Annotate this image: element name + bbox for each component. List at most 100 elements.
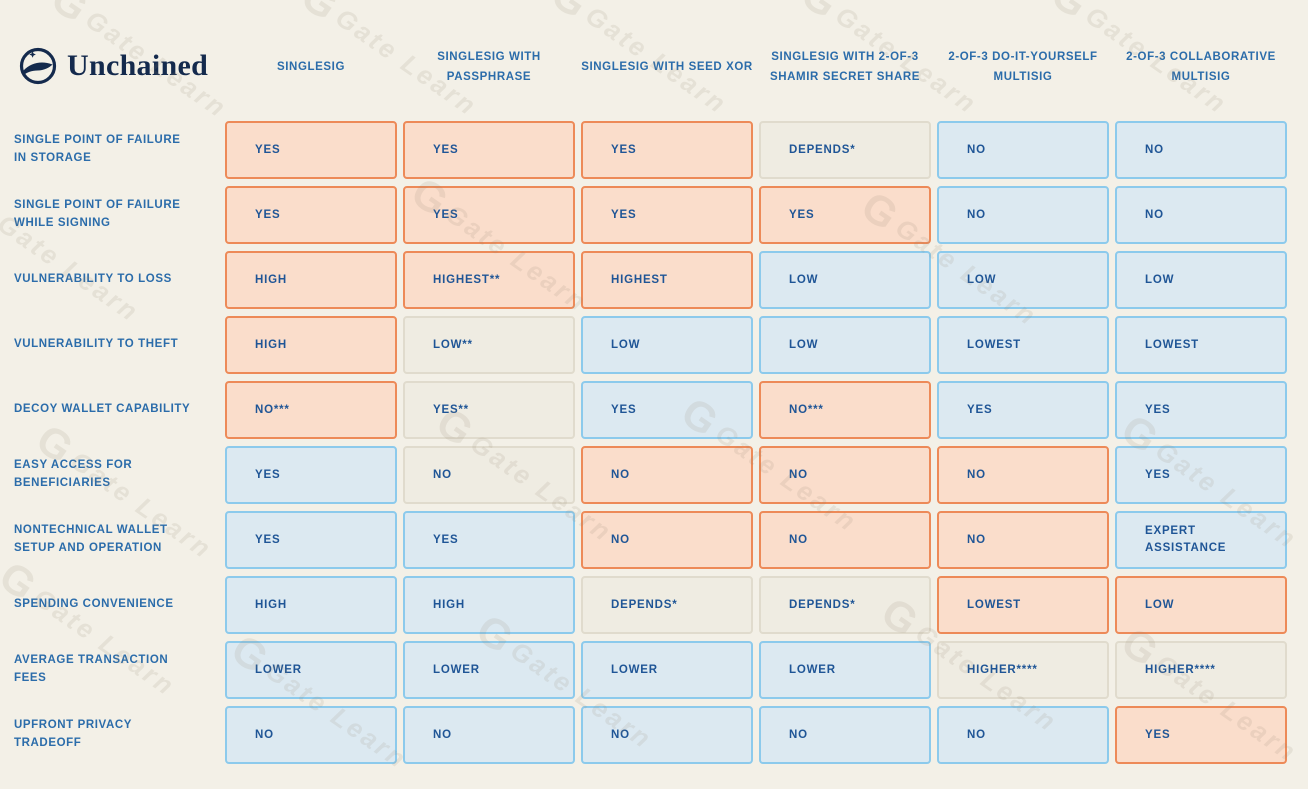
- column-header: SINGLESIG WITH 2-OF-3 SHAMIR SECRET SHAR…: [759, 26, 931, 114]
- cell-value: HIGHEST: [611, 273, 668, 286]
- table-cell: NO: [403, 706, 575, 764]
- cell-value: NO: [1145, 208, 1164, 221]
- table-cell: LOW: [937, 251, 1109, 309]
- cell-value: HIGHEST**: [433, 273, 501, 286]
- cell-value: LOWER: [789, 663, 836, 676]
- table-cell: NO***: [759, 381, 931, 439]
- table-cell: YES: [403, 121, 575, 179]
- table-cell: YES: [403, 511, 575, 569]
- table-cell: NO: [1115, 121, 1287, 179]
- table-cell: HIGH: [225, 576, 397, 634]
- watermark-glyph: G: [1042, 0, 1097, 28]
- cell-value: NO: [967, 208, 986, 221]
- row-label: DECOY WALLET CAPABILITY: [14, 381, 219, 439]
- table-cell: LOW: [759, 251, 931, 309]
- table-cell: YES: [1115, 446, 1287, 504]
- watermark-glyph: G: [542, 0, 597, 28]
- table-cell: EXPERT ASSISTANCE: [1115, 511, 1287, 569]
- row-label-text: AVERAGE TRANSACTION FEES: [14, 654, 169, 684]
- table-cell: LOW: [581, 316, 753, 374]
- table-cell: YES: [225, 511, 397, 569]
- table-cell: YES**: [403, 381, 575, 439]
- table-cell: NO: [759, 446, 931, 504]
- table-cell: LOWER: [225, 641, 397, 699]
- table-cell: NO: [937, 121, 1109, 179]
- cell-value: HIGH: [255, 598, 287, 611]
- cell-value: NO: [789, 728, 808, 741]
- cell-value: NO: [967, 143, 986, 156]
- cell-value: HIGH: [255, 273, 287, 286]
- cell-value: YES: [433, 143, 459, 156]
- cell-value: YES: [611, 403, 637, 416]
- table-cell: LOW: [759, 316, 931, 374]
- row-label-text: SINGLE POINT OF FAILURE WHILE SIGNING: [14, 199, 181, 229]
- row-label: SINGLE POINT OF FAILURE IN STORAGE: [14, 121, 219, 179]
- table-cell: NO: [937, 511, 1109, 569]
- row-label-text: VULNERABILITY TO LOSS: [14, 273, 172, 286]
- watermark-glyph: G: [792, 0, 847, 28]
- row-label: VULNERABILITY TO THEFT: [14, 316, 219, 374]
- table-cell: NO***: [225, 381, 397, 439]
- table-cell: YES: [225, 186, 397, 244]
- cell-value: NO: [967, 533, 986, 546]
- table-cell: LOWER: [759, 641, 931, 699]
- table-cell: DEPENDS*: [581, 576, 753, 634]
- brand-wordmark: Unchained: [67, 49, 209, 82]
- table-cell: DEPENDS*: [759, 576, 931, 634]
- table-cell: HIGH: [225, 316, 397, 374]
- table-cell: NO: [581, 706, 753, 764]
- comparison-table: Unchained SINGLESIG SINGLESIG WITH PASSPH…: [14, 26, 1287, 764]
- row-label: VULNERABILITY TO LOSS: [14, 251, 219, 309]
- table-cell: NO: [225, 706, 397, 764]
- cell-value: YES: [433, 208, 459, 221]
- table-cell: HIGHER****: [937, 641, 1109, 699]
- table-cell: LOW**: [403, 316, 575, 374]
- row-label-text: UPFRONT PRIVACY TRADEOFF: [14, 719, 132, 749]
- cell-value: NO***: [789, 403, 824, 416]
- table-cell: HIGHEST: [581, 251, 753, 309]
- cell-value: YES: [611, 143, 637, 156]
- cell-value: HIGH: [433, 598, 465, 611]
- cell-value: DEPENDS*: [789, 143, 856, 156]
- cell-value: HIGHER****: [967, 663, 1038, 676]
- cell-value: NO: [433, 728, 452, 741]
- table-cell: NO: [581, 446, 753, 504]
- table-cell: LOW: [1115, 576, 1287, 634]
- cell-value: YES**: [433, 403, 469, 416]
- column-header: SINGLESIG: [225, 26, 397, 114]
- row-label-text: VULNERABILITY TO THEFT: [14, 338, 179, 351]
- cell-value: LOW: [1145, 273, 1175, 286]
- cell-value: NO: [967, 468, 986, 481]
- row-label: EASY ACCESS FOR BENEFICIARIES: [14, 446, 219, 504]
- cell-value: DEPENDS*: [611, 598, 678, 611]
- row-label-text: DECOY WALLET CAPABILITY: [14, 403, 191, 416]
- cell-value: LOW: [1145, 598, 1175, 611]
- logo: Unchained: [14, 26, 219, 114]
- cell-value: LOWER: [433, 663, 480, 676]
- table-cell: YES: [225, 446, 397, 504]
- cell-value: NO: [611, 728, 630, 741]
- cell-value: LOWEST: [1145, 338, 1199, 351]
- cell-value: NO: [1145, 143, 1164, 156]
- cell-value: LOWER: [255, 663, 302, 676]
- table-cell: LOWEST: [937, 316, 1109, 374]
- row-label-text: NONTECHNICAL WALLET SETUP AND OPERATION: [14, 524, 168, 554]
- column-header-label: SINGLESIG WITH PASSPHRASE: [437, 51, 541, 83]
- cell-value: DEPENDS*: [789, 598, 856, 611]
- column-header-label: SINGLESIG WITH 2-OF-3 SHAMIR SECRET SHAR…: [769, 51, 921, 83]
- table-cell: NO: [937, 186, 1109, 244]
- column-header: SINGLESIG WITH SEED XOR: [581, 26, 753, 114]
- table-cell: HIGH: [403, 576, 575, 634]
- table-cell: YES: [581, 121, 753, 179]
- row-label: AVERAGE TRANSACTION FEES: [14, 641, 219, 699]
- cell-value: LOW: [611, 338, 641, 351]
- table-cell: LOW: [1115, 251, 1287, 309]
- cell-value: LOW: [789, 273, 819, 286]
- unchained-logo-icon: [19, 47, 57, 85]
- cell-value: YES: [1145, 468, 1171, 481]
- cell-value: YES: [255, 143, 281, 156]
- table-cell: NO: [1115, 186, 1287, 244]
- column-header: 2-OF-3 COLLABORATIVE MULTISIG: [1115, 26, 1287, 114]
- table-cell: HIGH: [225, 251, 397, 309]
- row-label-text: EASY ACCESS FOR BENEFICIARIES: [14, 459, 133, 489]
